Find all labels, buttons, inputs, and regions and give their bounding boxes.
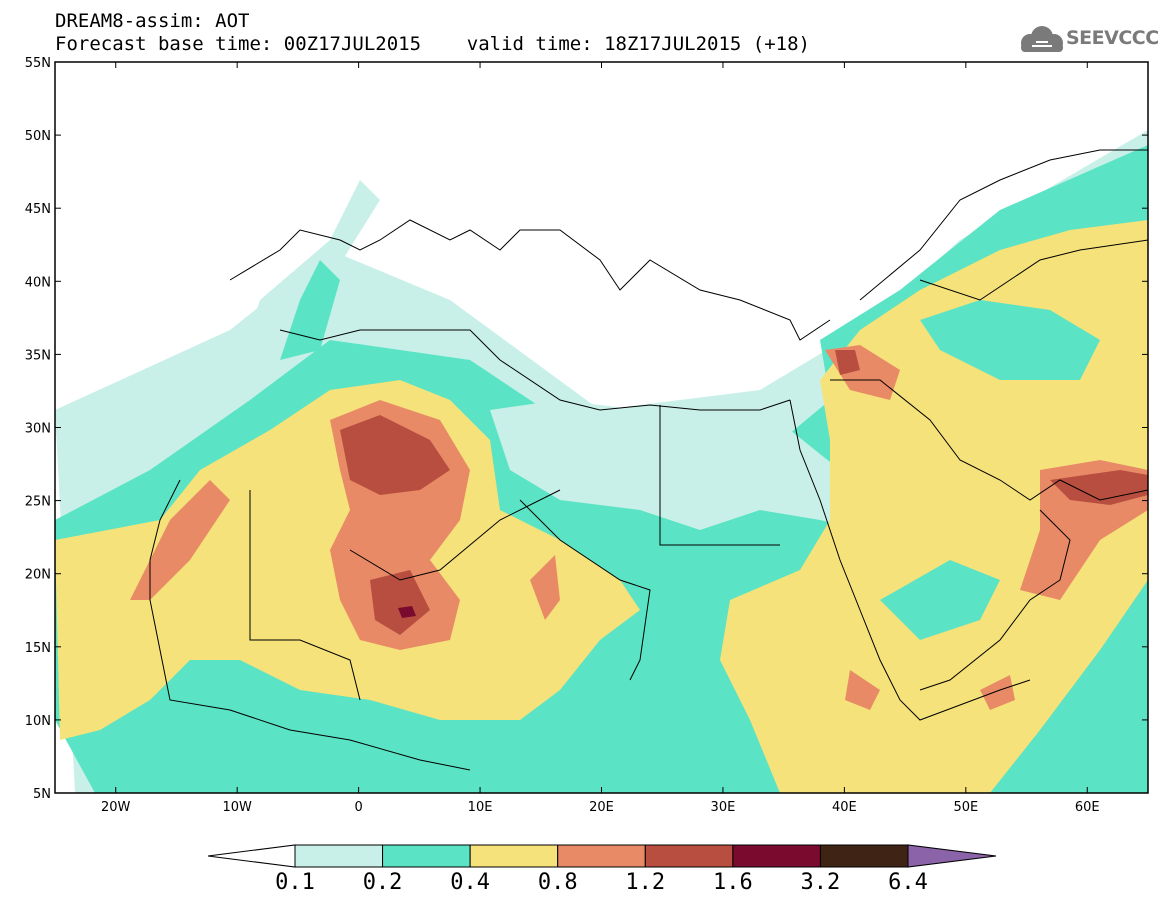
colorbar-low-arrow <box>207 844 296 868</box>
colorbar-label: 0.4 <box>450 870 491 895</box>
lon-label: 30E <box>711 800 736 815</box>
colorbar-box <box>644 844 734 868</box>
lon-label: 50E <box>953 800 978 815</box>
colorbar-label: 1.2 <box>625 870 666 895</box>
lat-label: 35N <box>25 348 51 363</box>
colorbar-box <box>382 844 471 868</box>
colorbar-label: 0.1 <box>275 870 315 895</box>
colorbar-box <box>732 844 821 868</box>
map-title: DREAM8-assim: AOT <box>55 10 250 32</box>
lat-label: 15N <box>25 641 51 656</box>
lon-label: 60E <box>1075 800 1100 815</box>
lon-label: 0 <box>354 800 362 815</box>
colorbar-box <box>294 844 384 868</box>
cloud-icon <box>1021 26 1063 52</box>
lat-label: 5N <box>33 787 51 802</box>
colorbar <box>207 844 997 868</box>
lat-label: 45N <box>25 202 51 217</box>
coastlines <box>149 149 1148 771</box>
lat-label: 50N <box>25 129 51 144</box>
lon-label: 40E <box>832 800 857 815</box>
colorbar-box <box>557 844 646 868</box>
colorbar-box <box>469 844 559 868</box>
colorbar-label: 6.4 <box>888 870 928 895</box>
lat-label: 25N <box>25 495 51 510</box>
lon-label: 20E <box>589 800 614 815</box>
colorbar-high-arrow <box>907 844 997 868</box>
forecast-time-line: Forecast base time: 00Z17JUL2015 valid t… <box>55 33 810 55</box>
colorbar-label: 3.2 <box>800 870 841 895</box>
colorbar-label: 0.2 <box>362 870 403 895</box>
longitude-axis: 20W 10W 0 10E 20E 30E 40E 50E 60E <box>101 62 1100 815</box>
lat-label: 10N <box>25 714 51 729</box>
colorbar-label: 1.6 <box>712 870 753 895</box>
lat-label: 55N <box>25 56 51 71</box>
lat-label: 40N <box>25 275 51 290</box>
latitude-axis: 55N 50N 45N 40N 35N 30N 25N 20N 15N 10N 5N <box>25 56 1148 802</box>
lat-label: 30N <box>25 422 51 437</box>
lon-label: 10W <box>222 800 252 815</box>
lon-label: 20W <box>101 800 131 815</box>
logo-text: SEEVCCC <box>1066 27 1159 49</box>
colorbar-box <box>819 844 909 868</box>
lat-label: 20N <box>25 568 51 583</box>
lon-label: 10E <box>468 800 493 815</box>
colorbar-label: 0.8 <box>537 870 578 895</box>
aot-field <box>55 130 1148 793</box>
